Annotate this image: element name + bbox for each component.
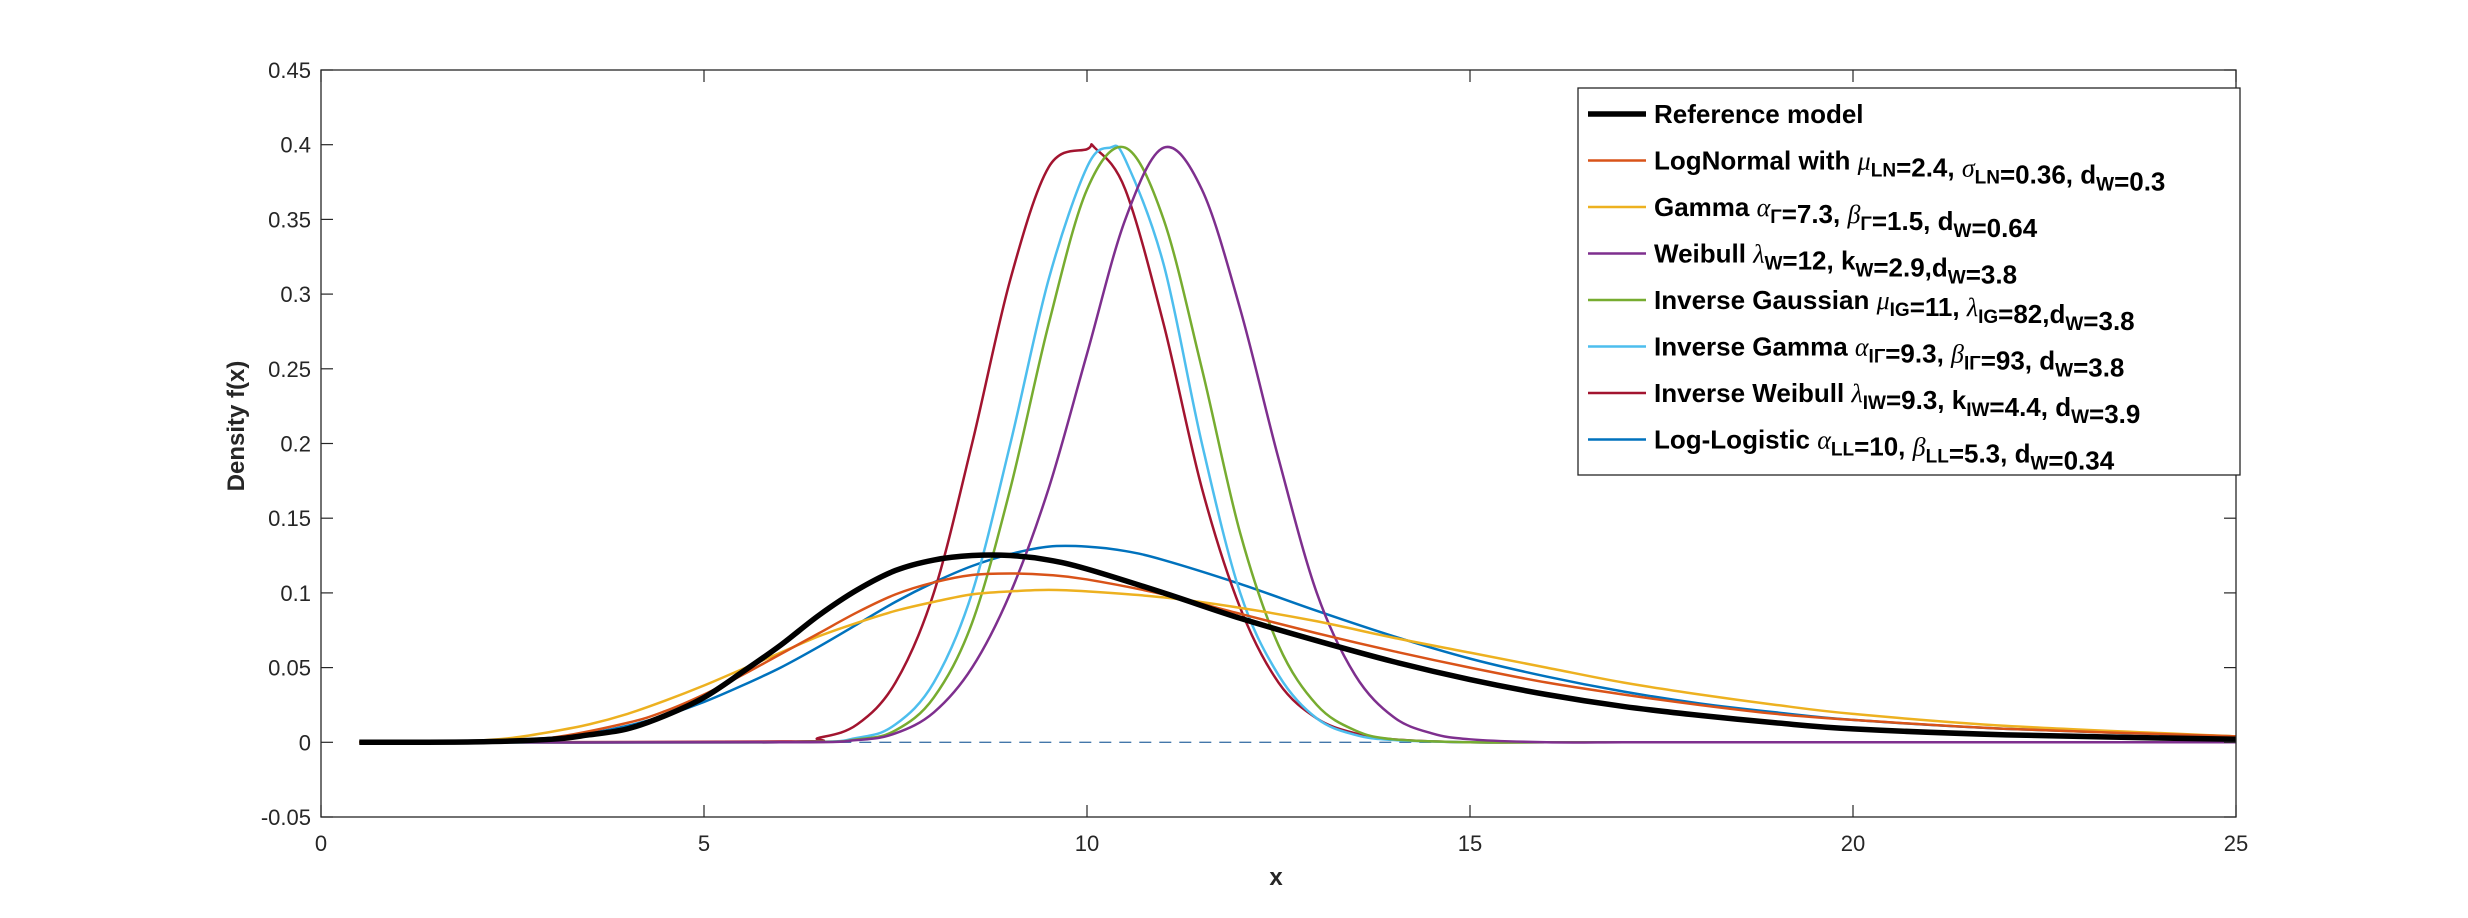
x-tick-label: 10 bbox=[1075, 831, 1099, 856]
y-tick-label: 0.4 bbox=[280, 133, 311, 158]
series-lines bbox=[359, 143, 2237, 746]
legend-entry: Inverse Weibull λIW=9.3, kIW=4.4, dW=3.9 bbox=[1654, 378, 2140, 429]
legend-entry: Weibull λW=12, kW=2.9,dW=3.8 bbox=[1654, 239, 2017, 290]
y-tick-label: 0.15 bbox=[268, 506, 311, 531]
y-tick-label: 0.05 bbox=[268, 656, 311, 681]
y-tick-label: 0 bbox=[299, 730, 311, 755]
y-tick-label: 0.2 bbox=[280, 432, 311, 457]
y-tick-label: 0.35 bbox=[268, 207, 311, 232]
legend-entry: Log-Logistic αLL=10, βLL=5.3, dW=0.34 bbox=[1654, 425, 2115, 476]
series-line-2 bbox=[359, 588, 2237, 744]
legend-entry: Inverse Gaussian μIG=11, λIG=82,dW=3.8 bbox=[1654, 285, 2135, 336]
x-tick-label: 25 bbox=[2224, 831, 2248, 856]
legend-entry: Inverse Gamma αIΓ=9.3, βIΓ=93, dW=3.8 bbox=[1654, 332, 2124, 383]
x-tick-label: 20 bbox=[1841, 831, 1865, 856]
y-axis-label: Density f(x) bbox=[223, 361, 250, 492]
y-tick-label: 0.1 bbox=[280, 581, 311, 606]
x-tick-label: 0 bbox=[315, 831, 327, 856]
y-tick-label: 0.3 bbox=[280, 282, 311, 307]
y-tick-label: 0.45 bbox=[268, 58, 311, 83]
x-tick-label: 15 bbox=[1458, 831, 1482, 856]
legend: Reference model LogNormal with μLN=2.4, σ… bbox=[1577, 87, 2241, 476]
legend-entry: Reference model bbox=[1654, 99, 1864, 129]
x-axis-label: x bbox=[1269, 864, 1283, 891]
y-tick-label: 0.25 bbox=[268, 357, 311, 382]
x-tick-label: 5 bbox=[698, 831, 710, 856]
legend-entry: Gamma αΓ=7.3, βΓ=1.5, dW=0.64 bbox=[1654, 192, 2038, 243]
legend-entry: LogNormal with μLN=2.4, σLN=0.36, dW=0.3 bbox=[1654, 146, 2165, 197]
series-line-3 bbox=[359, 145, 2236, 744]
series-line-1 bbox=[359, 572, 2237, 744]
series-line-0 bbox=[359, 552, 2237, 746]
legend-box bbox=[1577, 87, 2241, 476]
y-tick-label: -0.05 bbox=[261, 805, 311, 830]
